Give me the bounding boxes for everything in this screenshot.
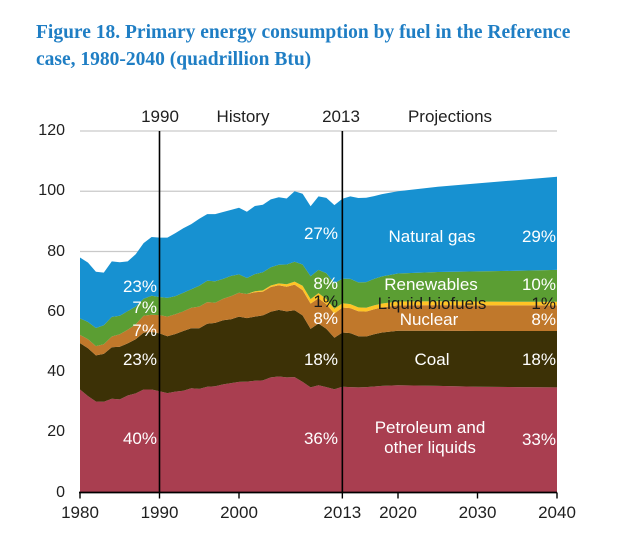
- percent-label-10: 36%: [303, 429, 338, 448]
- percent-label-3: 23%: [122, 350, 157, 369]
- y-tick-label-0: 0: [56, 483, 65, 501]
- header-label-2013: 2013: [322, 107, 360, 126]
- x-tick-label-2000: 2000: [220, 503, 258, 522]
- x-tick-label-1990: 1990: [140, 503, 179, 522]
- x-tick-label-2030: 2030: [458, 503, 497, 522]
- y-tick-label-100: 100: [38, 182, 65, 200]
- y-tick-label-40: 40: [47, 363, 65, 380]
- series-label-liquid-biofuels: Liquid biofuels: [377, 294, 487, 313]
- series-label-petroleum-and-other-liquids: Petroleum and other liquids: [374, 418, 486, 457]
- percent-label-16: 33%: [521, 430, 556, 449]
- area-natural-gas: [80, 176, 557, 328]
- area-renewables: [80, 261, 557, 347]
- series-label-coal: Coal: [414, 350, 450, 369]
- percent-label-14: 8%: [531, 310, 556, 329]
- area-petroleum-and-other-liquids: [80, 376, 557, 493]
- x-tick-label-1980: 1980: [61, 503, 99, 522]
- percent-label-5: 27%: [303, 224, 338, 243]
- percent-label-13: 1%: [531, 294, 556, 313]
- percent-label-6: 8%: [313, 274, 338, 293]
- series-label-renewables: Renewables: [384, 275, 478, 294]
- percent-label-7: 1%: [313, 292, 338, 311]
- header-label-1990: 1990: [141, 107, 179, 126]
- figure-title: Figure 18. Primary energy consumption by…: [36, 22, 571, 70]
- y-tick-label-60: 60: [47, 302, 65, 320]
- percent-label-15: 18%: [521, 350, 556, 369]
- series-label-natural-gas: Natural gas: [388, 227, 476, 246]
- y-tick-label-120: 120: [38, 122, 65, 139]
- y-tick-label-20: 20: [47, 423, 65, 441]
- area-liquid-biofuels: [80, 281, 557, 347]
- area-coal: [80, 309, 557, 402]
- percent-label-12: 10%: [521, 275, 556, 294]
- percent-label-1: 7%: [132, 298, 157, 317]
- percent-label-8: 8%: [313, 309, 338, 328]
- series-label-nuclear: Nuclear: [399, 310, 459, 329]
- x-tick-label-2020: 2020: [379, 503, 417, 522]
- x-tick-label-2013: 2013: [323, 503, 362, 522]
- header-label-projections: Projections: [407, 107, 493, 126]
- percent-label-2: 7%: [132, 321, 157, 340]
- percent-label-4: 40%: [122, 429, 157, 448]
- percent-label-9: 18%: [303, 350, 338, 369]
- percent-label-0: 23%: [122, 277, 157, 296]
- y-tick-label-80: 80: [47, 242, 65, 260]
- area-nuclear: [80, 284, 557, 356]
- header-label-history: History: [216, 107, 270, 126]
- percent-label-11: 29%: [521, 227, 556, 246]
- x-tick-label-2040: 2040: [538, 503, 576, 522]
